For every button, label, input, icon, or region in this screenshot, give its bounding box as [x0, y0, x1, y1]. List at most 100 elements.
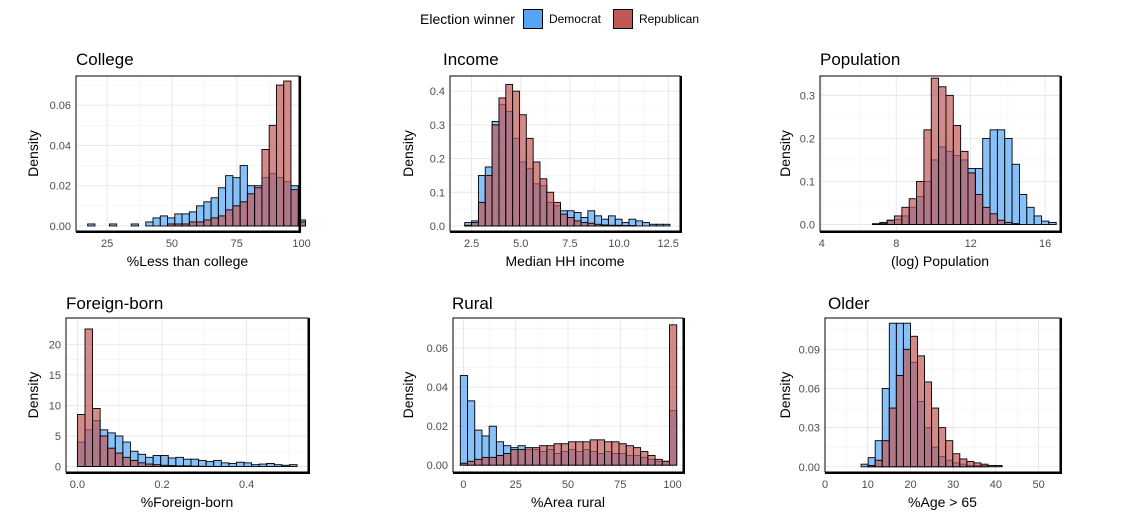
bar-republican [966, 461, 975, 468]
bar-democrat [130, 223, 139, 227]
bar-republican [959, 458, 968, 468]
bar-republican [945, 94, 954, 225]
bar-republican [589, 439, 598, 466]
chart-panel: 0.00 0.02 0.04 0.06 25 50 75 100 College %Less th… [25, 50, 311, 269]
bar-republican [594, 223, 603, 227]
y-tick-label: 0.04 [427, 382, 448, 394]
bar-republican [137, 462, 147, 467]
bar-republican [923, 129, 932, 225]
y-tick-label: 0 [55, 462, 61, 474]
bar-democrat [1011, 163, 1020, 225]
bar-republican [924, 381, 933, 468]
y-tick-label: 10 [49, 400, 61, 412]
bar-republican [886, 219, 895, 225]
bar-republican [582, 441, 591, 466]
bar-republican [519, 114, 527, 227]
bar-republican [203, 219, 212, 227]
chart-title: Foreign-born [66, 294, 163, 313]
y-tick-label: 0.2 [430, 154, 445, 166]
bar-democrat [175, 456, 184, 467]
bar-democrat [649, 223, 657, 227]
x-axis-label: (log) Population [891, 253, 989, 269]
bar-republican [539, 178, 548, 227]
y-tick-label: 0.04 [50, 140, 71, 152]
bar-republican [459, 462, 468, 466]
bar-republican [647, 454, 656, 466]
y-tick-label: 0.3 [430, 120, 445, 132]
bar-democrat [213, 459, 222, 467]
bar-democrat [642, 222, 650, 227]
bar-democrat [198, 459, 207, 467]
bar-republican [669, 324, 678, 466]
bar-republican [210, 217, 219, 227]
bar-republican [152, 464, 162, 467]
x-tick-label: 20 [904, 479, 916, 491]
bar-republican [471, 222, 479, 227]
bar-republican [967, 172, 976, 225]
bar-democrat [243, 462, 253, 467]
bar-republican [254, 187, 263, 227]
y-axis-label: Density [400, 130, 416, 177]
y-tick-label: 0.00 [50, 221, 71, 233]
x-tick-label: 0.4 [239, 479, 254, 491]
bar-republican [182, 465, 192, 467]
bar-democrat [205, 461, 215, 467]
bar-republican [916, 181, 925, 225]
chart-panel: 0.0 0.1 0.2 0.3 0.4 2.5 5.0 7.5 10.0 12.5 Income Me… [400, 50, 682, 269]
x-tick-label: 50 [562, 479, 574, 491]
bar-republican [640, 451, 649, 466]
bar-democrat [159, 215, 168, 227]
bar-republican [982, 206, 991, 225]
bar-democrat [152, 217, 161, 227]
bar-republican [607, 224, 616, 227]
bar-republican [910, 335, 918, 468]
bar-democrat [467, 400, 476, 466]
bar-republican [512, 90, 520, 227]
bar-republican [290, 189, 299, 227]
bar-republican [503, 453, 512, 466]
bar-republican [505, 83, 514, 227]
x-tick-label: 10.0 [608, 238, 629, 250]
y-tick-label: 0.1 [800, 176, 815, 188]
bar-republican [175, 465, 184, 467]
y-tick-label: 0.03 [799, 423, 820, 435]
bar-republican [553, 201, 561, 227]
y-tick-label: 0.09 [799, 344, 820, 356]
y-tick-label: 0.00 [427, 460, 448, 472]
bar-democrat [1041, 220, 1050, 225]
y-tick-label: 0.4 [430, 86, 445, 98]
y-tick-label: 20 [49, 339, 61, 351]
bar-republican [474, 458, 483, 466]
x-tick-label: 12 [965, 238, 977, 250]
bar-republican [604, 441, 613, 466]
bar-republican [481, 456, 490, 466]
bar-republican [114, 452, 124, 467]
bar-republican [573, 220, 582, 227]
bar-democrat [635, 220, 644, 227]
bar-republican [888, 407, 897, 468]
chart-title: Income [443, 50, 499, 69]
bar-republican [632, 447, 642, 466]
bar-republican [92, 407, 101, 467]
x-axis-label: %Age > 65 [908, 494, 977, 510]
bar-republican [930, 77, 940, 225]
y-tick-label: 0.2 [800, 133, 815, 145]
x-tick-label: 5.0 [513, 238, 528, 250]
x-tick-label: 50 [1033, 479, 1045, 491]
bar-democrat [662, 223, 671, 227]
bar-republican [661, 460, 670, 466]
bar-republican [225, 209, 234, 227]
bar-democrat [258, 463, 268, 467]
x-axis-label: %Area rural [531, 494, 605, 510]
bar-republican [517, 449, 526, 466]
bar-republican [874, 459, 883, 468]
bar-republican [960, 150, 969, 225]
bar-republican [881, 440, 890, 468]
bar-democrat [145, 221, 154, 227]
bar-democrat [989, 129, 998, 225]
bar-democrat [628, 218, 637, 227]
legend-title: Election winner [420, 11, 515, 27]
bar-republican [867, 465, 876, 468]
bar-republican [945, 440, 954, 468]
bar-republican [217, 215, 227, 227]
